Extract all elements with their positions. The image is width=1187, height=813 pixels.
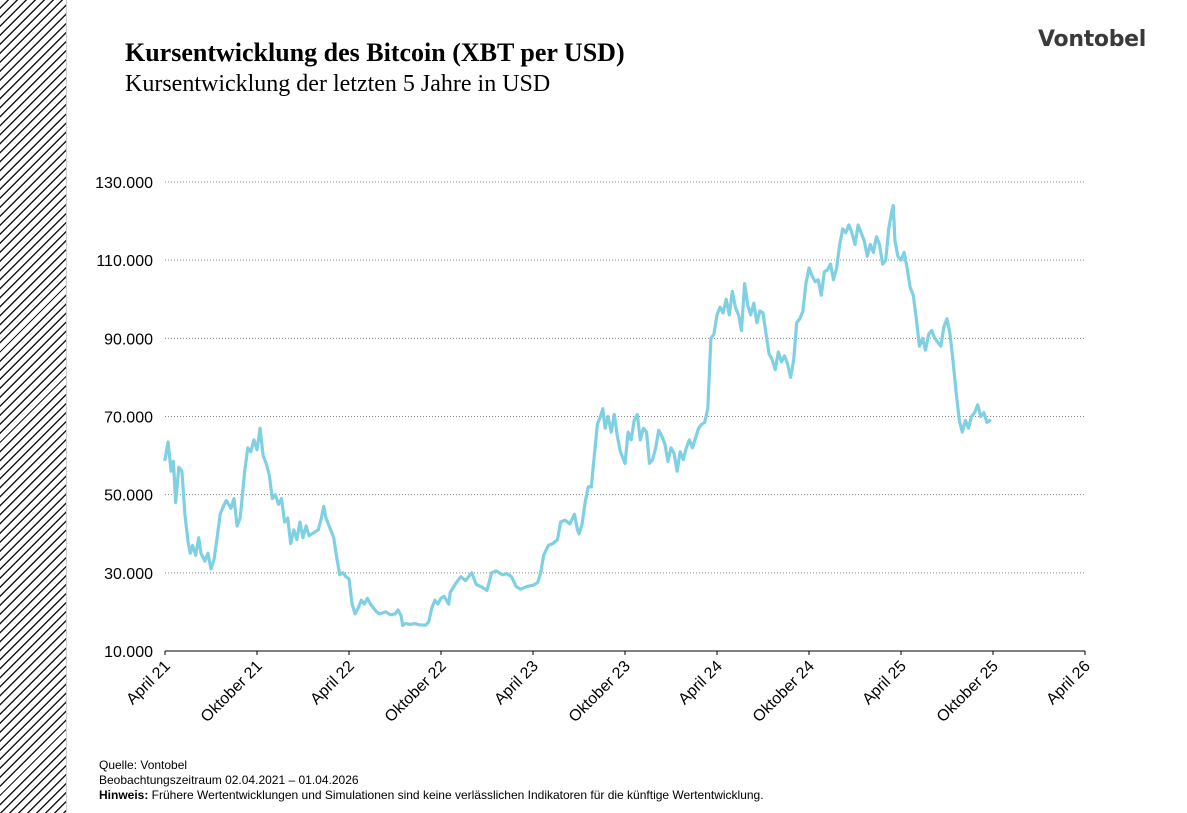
chart-title: Kursentwicklung des Bitcoin (XBT per USD… (125, 38, 625, 67)
y-tick-label: 130.000 (95, 175, 153, 192)
vontobel-logo: Vontobel (1038, 27, 1147, 52)
y-tick-label: 90.000 (104, 331, 153, 348)
x-tick-label: April 23 (491, 658, 541, 708)
decorative-hatch-band (0, 0, 67, 813)
x-tick-label: Oktober 25 (934, 658, 1002, 726)
x-tick-label: April 25 (859, 658, 909, 708)
y-tick-label: 50.000 (104, 488, 153, 505)
x-tick-label: Oktober 24 (750, 658, 818, 726)
x-tick-label: April 22 (307, 658, 357, 708)
footer-note: Hinweis: Frühere Wertentwicklungen und S… (99, 788, 764, 803)
y-tick-label: 30.000 (104, 566, 153, 583)
footer-note-label: Hinweis: (99, 788, 149, 802)
x-tick-label: April 26 (1043, 658, 1093, 708)
footer-notes: Quelle: Vontobel Beobachtungszeitraum 02… (99, 758, 764, 803)
x-tick-label: Oktober 23 (566, 658, 634, 726)
y-tick-label: 10.000 (104, 644, 153, 661)
bitcoin-price-line (163, 203, 992, 628)
x-tick-label: April 24 (675, 658, 725, 708)
x-tick-label: Oktober 22 (382, 658, 450, 726)
x-tick-label: Oktober 21 (198, 658, 266, 726)
footer-note-text: Frühere Wertentwicklungen und Simulation… (148, 788, 764, 802)
footer-period: Beobachtungszeitraum 02.04.2021 – 01.04.… (99, 773, 359, 787)
chart-subtitle: Kursentwicklung der letzten 5 Jahre in U… (125, 71, 551, 97)
footer-source: Quelle: Vontobel (99, 758, 188, 772)
y-tick-label: 70.000 (104, 410, 153, 427)
y-tick-label: 110.000 (96, 253, 153, 270)
x-tick-label: April 21 (123, 658, 173, 708)
